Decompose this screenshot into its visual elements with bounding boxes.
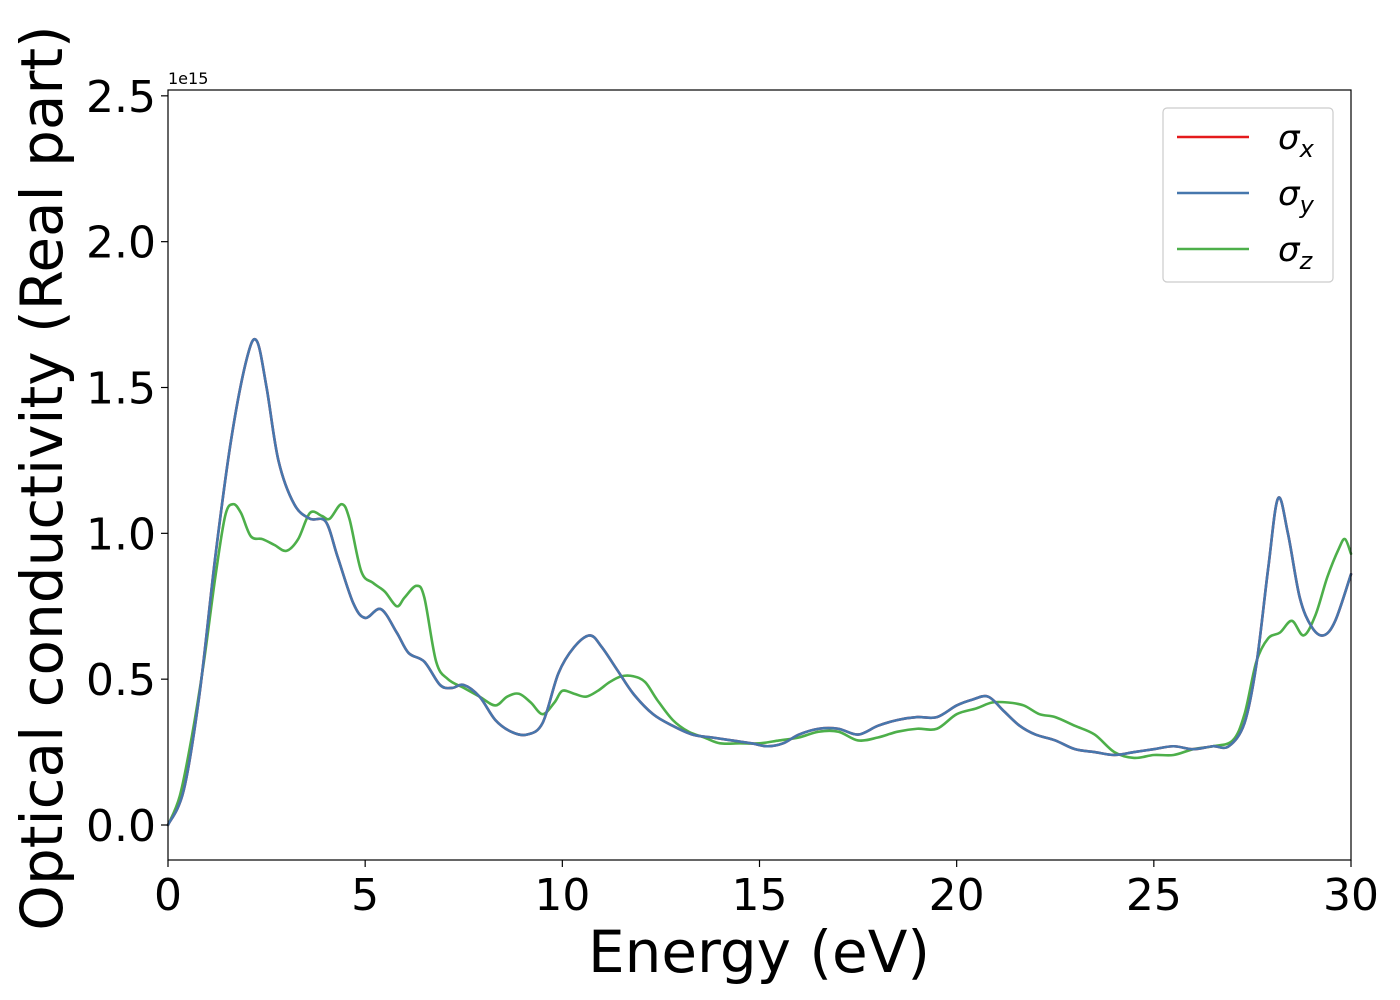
x-tick-label: 10 bbox=[534, 870, 590, 921]
y-tick-label: 2.0 bbox=[86, 218, 156, 269]
x-tick-label: 20 bbox=[929, 870, 985, 921]
y-tick-label: 1.0 bbox=[86, 509, 156, 560]
y-axis-title: Optical conductivity (Real part) bbox=[8, 25, 76, 930]
x-tick-label: 15 bbox=[732, 870, 788, 921]
y-tick-label: 0.0 bbox=[86, 801, 156, 852]
series-layer bbox=[166, 337, 1353, 827]
x-tick-label: 25 bbox=[1126, 870, 1182, 921]
x-tick-label: 5 bbox=[351, 870, 379, 921]
y-tick-label: 2.5 bbox=[86, 72, 156, 123]
x-tick-label: 0 bbox=[154, 870, 182, 921]
y-tick-label: 0.5 bbox=[86, 655, 156, 706]
x-axis-ticks: 0 5 10 15 20 25 30 bbox=[154, 860, 1379, 921]
y-axis-ticks: 0.0 0.5 1.0 1.5 2.0 2.5 bbox=[86, 72, 168, 852]
y-tick-label: 1.5 bbox=[86, 364, 156, 415]
x-tick-label: 30 bbox=[1323, 870, 1379, 921]
series-line-y bbox=[166, 337, 1353, 827]
y-axis-offset-label: 1e15 bbox=[168, 69, 208, 88]
legend-frame bbox=[1162, 107, 1334, 283]
series-line-z bbox=[166, 502, 1353, 827]
x-axis-title: Energy (eV) bbox=[588, 918, 930, 986]
